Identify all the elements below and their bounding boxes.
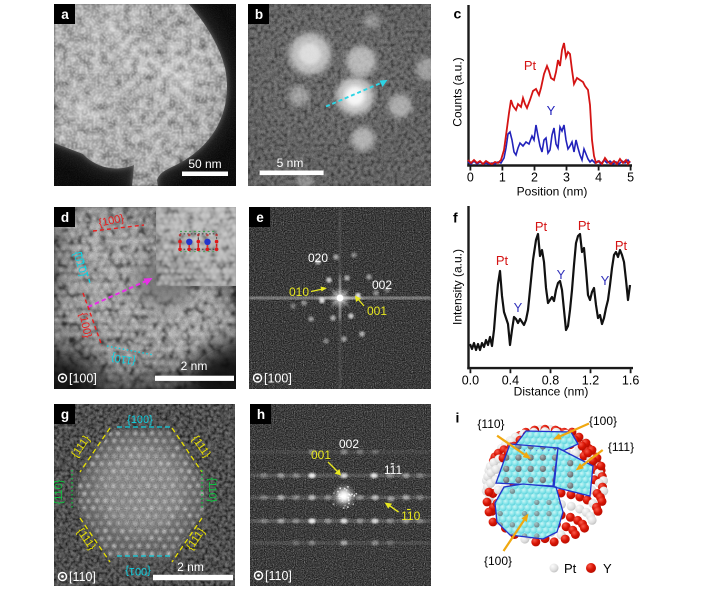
svg-text:2 nm: 2 nm: [177, 560, 204, 574]
svg-text:[110]: [110]: [69, 570, 96, 584]
svg-text:{001}: {001}: [125, 565, 151, 577]
svg-text:002: 002: [372, 278, 392, 292]
svg-text:Y: Y: [514, 300, 523, 315]
svg-text:0.8: 0.8: [542, 373, 559, 387]
svg-text:Counts (a.u.): Counts (a.u.): [451, 57, 465, 126]
svg-text:{100}: {100}: [127, 414, 153, 426]
svg-text:Pt: Pt: [564, 561, 577, 576]
svg-text:5 nm: 5 nm: [277, 156, 304, 170]
svg-text:{111}: {111}: [608, 440, 634, 454]
svg-text:5: 5: [627, 171, 634, 185]
svg-text:50 nm: 50 nm: [188, 157, 221, 171]
svg-text:001: 001: [367, 304, 387, 318]
svg-text:e: e: [256, 210, 264, 225]
svg-text:g: g: [61, 407, 69, 422]
svg-text:{100}: {100}: [484, 554, 512, 568]
svg-text:001: 001: [311, 448, 331, 462]
svg-text:f: f: [453, 210, 458, 226]
svg-text:Y: Y: [557, 267, 566, 282]
svg-text:Pt: Pt: [615, 238, 628, 253]
svg-text:Pt: Pt: [535, 219, 548, 234]
svg-text:2 nm: 2 nm: [181, 359, 208, 373]
svg-text:Y: Y: [603, 561, 612, 576]
svg-text:{100}: {100}: [76, 312, 93, 340]
svg-text:020: 020: [308, 251, 328, 265]
svg-text:{100}: {100}: [98, 212, 126, 229]
svg-text:{110}: {110}: [477, 417, 504, 431]
svg-text:d: d: [61, 210, 69, 225]
svg-text:Distance (nm): Distance (nm): [514, 385, 589, 399]
svg-text:Y: Y: [601, 273, 610, 288]
svg-text:{110}: {110}: [110, 351, 137, 367]
svg-text:[100]: [100]: [264, 372, 292, 386]
svg-text:002: 002: [339, 437, 359, 451]
svg-text:i: i: [456, 410, 460, 426]
svg-text:0.0: 0.0: [462, 373, 479, 387]
svg-text:2: 2: [531, 171, 538, 185]
svg-text:h: h: [257, 407, 265, 422]
svg-text:{100}: {100}: [589, 414, 617, 428]
svg-text:Pt: Pt: [578, 218, 591, 233]
svg-text:1.2: 1.2: [582, 373, 599, 387]
svg-text:{110}: {110}: [206, 478, 218, 503]
svg-text:111: 111: [384, 463, 403, 477]
svg-text:b: b: [255, 7, 263, 22]
svg-text:Pt: Pt: [524, 58, 537, 73]
svg-text:010: 010: [289, 285, 309, 299]
svg-text:[100]: [100]: [69, 372, 97, 386]
svg-text:1: 1: [499, 171, 506, 185]
svg-text:Y: Y: [547, 103, 556, 118]
svg-text:a: a: [61, 7, 69, 22]
svg-text:Pt: Pt: [496, 253, 509, 268]
svg-text:4: 4: [595, 171, 602, 185]
svg-text:[110]: [110]: [265, 569, 292, 583]
svg-text:0.4: 0.4: [502, 373, 519, 387]
svg-text:1.6: 1.6: [622, 373, 639, 387]
svg-text:c: c: [454, 6, 462, 22]
svg-text:3: 3: [563, 171, 570, 185]
svg-text:{110}: {110}: [53, 479, 65, 504]
svg-text:Intensity (a.u.): Intensity (a.u.): [451, 249, 465, 325]
svg-text:110: 110: [401, 509, 420, 523]
svg-text:Position (nm): Position (nm): [517, 185, 588, 199]
svg-text:0: 0: [467, 171, 474, 185]
